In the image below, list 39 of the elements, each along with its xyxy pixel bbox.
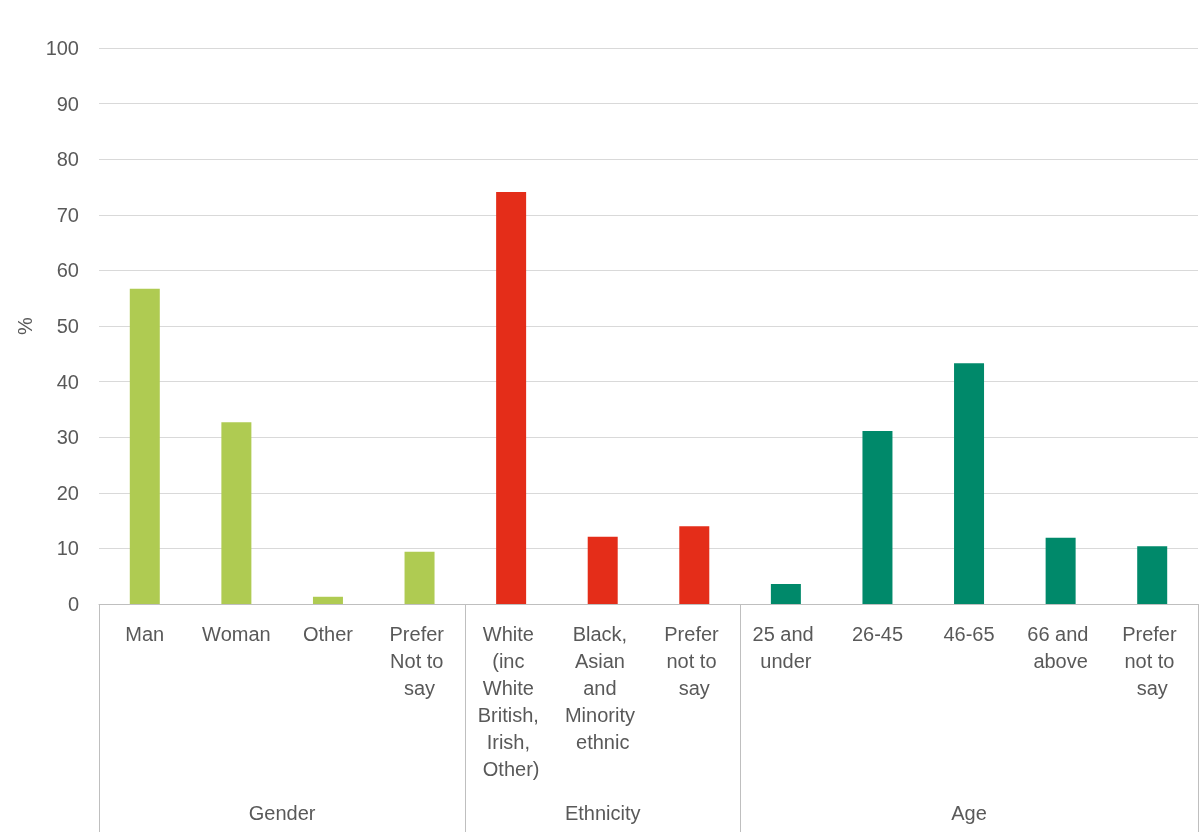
- y-tick-label: 90: [56, 92, 79, 115]
- y-tick-label: 0: [67, 593, 79, 615]
- x-tick-label: Other: [302, 622, 354, 645]
- x-tick-label: Woman: [202, 622, 271, 645]
- bar: [221, 422, 252, 604]
- bar: [954, 363, 985, 604]
- y-axis-title: %: [13, 316, 36, 335]
- bar: [587, 536, 618, 604]
- x-tick-label: Man: [125, 622, 165, 645]
- x-tick-label: 25 and under: [752, 622, 820, 672]
- y-tick-label: 40: [56, 370, 79, 393]
- bar: [404, 551, 435, 604]
- x-tick-label: 66 and above: [1027, 622, 1094, 672]
- bar: [496, 192, 527, 604]
- y-tick-label: 50: [56, 315, 79, 337]
- x-tick-label: Prefer not to say: [664, 622, 725, 699]
- y-tick-label: 10: [56, 537, 79, 560]
- bar: [770, 583, 801, 604]
- bar: [1045, 537, 1076, 604]
- bar: [129, 288, 160, 604]
- y-tick-label: 80: [56, 148, 79, 171]
- text: Gender: [248, 802, 316, 824]
- y-tick-label: 60: [56, 259, 79, 282]
- bar: [1137, 546, 1168, 604]
- bar: [312, 596, 343, 604]
- y-tick-label: 20: [56, 481, 79, 504]
- x-tick-label: 26-45: [851, 622, 904, 645]
- y-tick-label: 30: [56, 426, 79, 449]
- x-tick-label: Prefer not to say: [1122, 622, 1183, 699]
- text: Age: [951, 802, 987, 824]
- bar: [862, 431, 893, 604]
- y-tick-label: 100: [45, 37, 79, 59]
- x-tick-label: White (inc White British, Irish, Other): [477, 622, 545, 780]
- x-tick-label: Prefer Not to say: [389, 622, 450, 699]
- bar: [679, 526, 710, 604]
- x-tick-label: Black, Asian and Minority ethnic: [564, 622, 641, 753]
- text: Ethnicity: [564, 802, 641, 824]
- x-tick-label: 46-65: [943, 622, 995, 645]
- y-tick-label: 70: [56, 203, 79, 226]
